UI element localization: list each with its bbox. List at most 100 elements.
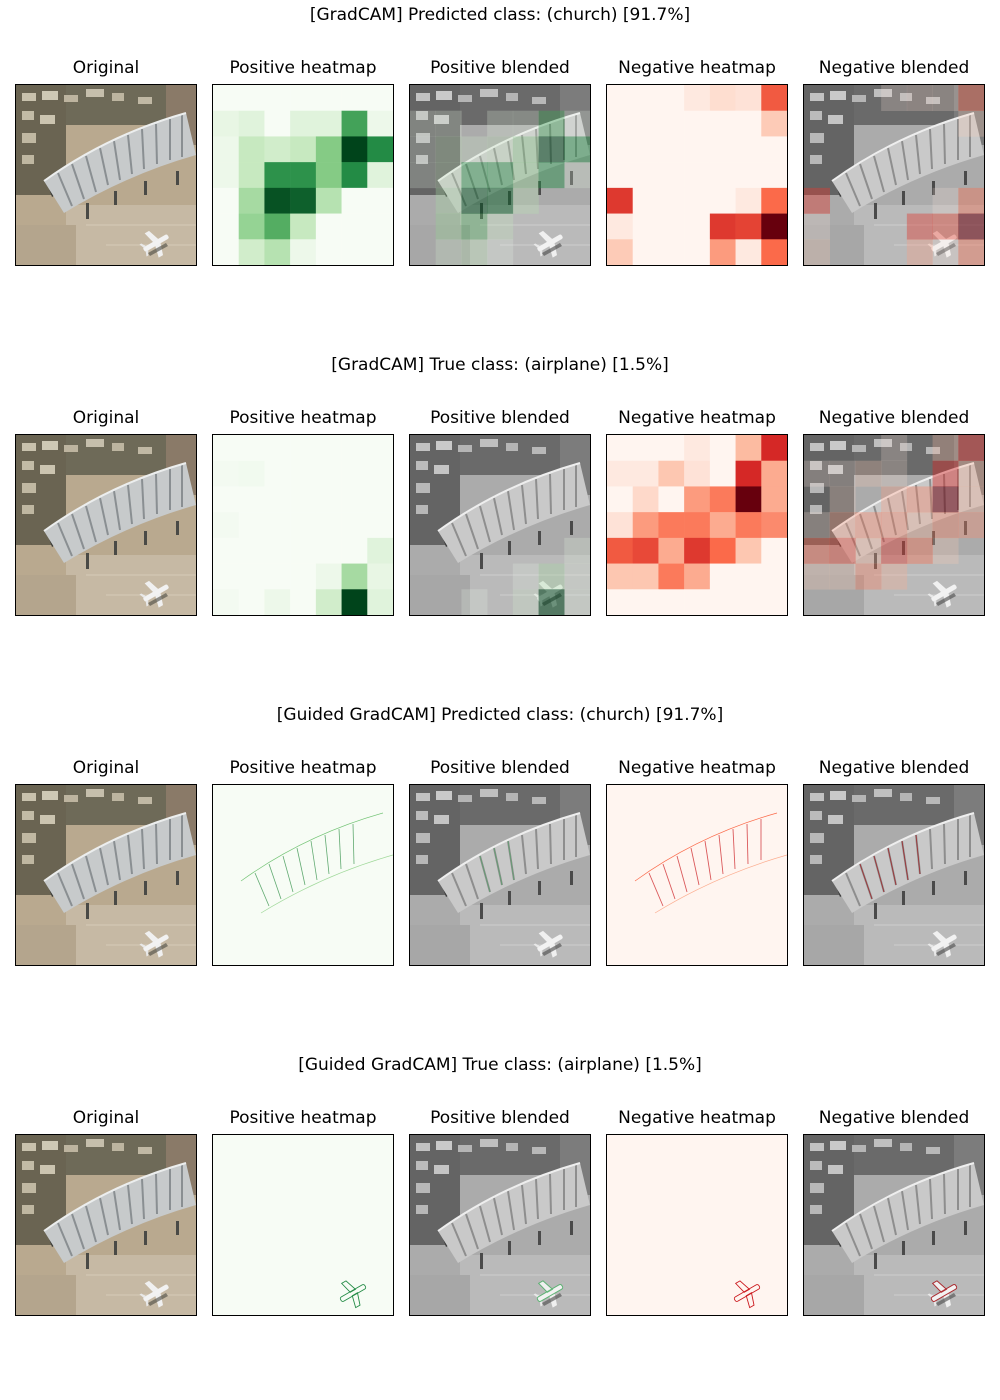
heatmap-cell — [367, 435, 393, 462]
panel-title: Negative heatmap — [618, 408, 776, 428]
heatmap-cell — [632, 213, 659, 240]
heatmap-cell — [709, 187, 736, 214]
heatmap-cell — [512, 136, 539, 163]
heatmap-cell — [213, 537, 240, 564]
heatmap-cell — [512, 110, 539, 137]
heatmap-cell — [238, 563, 265, 590]
heatmap-cell — [367, 110, 393, 137]
heatmap-cell — [290, 512, 317, 539]
heatmap-cell — [315, 162, 342, 189]
heatmap-cell — [684, 435, 711, 462]
heatmap-cell — [315, 460, 342, 487]
heatmap-cell — [932, 85, 959, 112]
heatmap-cell — [829, 486, 856, 513]
heatmap-cell — [461, 589, 488, 615]
heatmap-cell — [735, 110, 762, 137]
panel-positive-blended: Positive blended — [409, 1108, 591, 1316]
heatmap-cell — [487, 187, 514, 214]
heatmap-cell — [435, 187, 462, 214]
heatmap-cell — [804, 563, 831, 590]
heatmap-cell — [881, 563, 908, 590]
heatmap-cell — [761, 239, 787, 265]
heatmap-cell — [804, 460, 831, 487]
heatmap-cell — [709, 85, 736, 112]
heatmap-cell — [607, 239, 634, 265]
heatmap-cell — [658, 537, 685, 564]
heatmap-cell — [632, 460, 659, 487]
heatmap-cell — [932, 187, 959, 214]
heatmap-cell — [564, 136, 590, 163]
heatmap-cell — [684, 537, 711, 564]
heatmap-cell — [684, 213, 711, 240]
heatmap-cell — [238, 213, 265, 240]
figure-row-4: [Guided GradCAM] True class: (airplane) … — [0, 1050, 1000, 1400]
heatmap-cell — [658, 435, 685, 462]
heatmap-cell — [213, 187, 240, 214]
heatmap-cell — [264, 512, 291, 539]
row-title: [Guided GradCAM] Predicted class: (churc… — [276, 705, 724, 725]
heatmap-cell — [290, 239, 317, 265]
heatmap-cell — [804, 239, 831, 265]
heatmap-cell — [410, 162, 437, 189]
heatmap-cell — [958, 110, 984, 137]
negative-heatmap-image — [606, 434, 788, 616]
original-image — [15, 434, 197, 616]
heatmap-cell — [264, 460, 291, 487]
heatmap-cell — [804, 512, 831, 539]
heatmap-cell — [367, 537, 393, 564]
heatmap-cell — [315, 435, 342, 462]
heatmap-cell — [512, 162, 539, 189]
heatmap-cell — [761, 435, 787, 462]
heatmap-cell — [367, 512, 393, 539]
panel-negative-blended: Negative blended — [803, 408, 985, 616]
heatmap-cell — [487, 213, 514, 240]
heatmap-cell — [538, 563, 565, 590]
heatmap-cell — [958, 460, 984, 487]
heatmap-cell — [512, 187, 539, 214]
negative-blended-image — [803, 784, 985, 966]
heatmap-cell — [735, 563, 762, 590]
heatmap-cell — [829, 563, 856, 590]
panel-title: Negative heatmap — [618, 758, 776, 778]
heatmap-cell — [906, 537, 933, 564]
heatmap-cell — [735, 213, 762, 240]
heatmap-cell — [435, 239, 462, 265]
heatmap-cell — [315, 85, 342, 112]
heatmap-cell — [607, 213, 634, 240]
heatmap-cell — [735, 85, 762, 112]
heatmap-cell — [564, 589, 590, 615]
panel-positive-heatmap: Positive heatmap — [212, 58, 394, 266]
heatmap-cell — [709, 589, 736, 615]
heatmap-cell — [684, 136, 711, 163]
heatmap-cell — [461, 162, 488, 189]
heatmap-cell — [341, 537, 368, 564]
heatmap-cell — [632, 85, 659, 112]
heatmap-cell — [264, 563, 291, 590]
heatmap-cell — [684, 589, 711, 615]
heatmap-cell — [735, 435, 762, 462]
heatmap-cell — [238, 85, 265, 112]
heatmap-cell — [213, 589, 240, 615]
heatmap-cell — [238, 512, 265, 539]
heatmap-cell — [829, 460, 856, 487]
heatmap-cell — [290, 460, 317, 487]
heatmap-cell — [341, 85, 368, 112]
heatmap-cell — [684, 563, 711, 590]
heatmap-cell — [341, 435, 368, 462]
positive-blended-image — [409, 784, 591, 966]
heatmap-cell — [932, 537, 959, 564]
panel-negative-blended: Negative blended — [803, 58, 985, 266]
heatmap-cell — [932, 239, 959, 265]
heatmap-cell — [213, 486, 240, 513]
heatmap-cell — [538, 162, 565, 189]
heatmap-cell — [238, 110, 265, 137]
heatmap-cell — [958, 85, 984, 112]
heatmap-cell — [213, 110, 240, 137]
heatmap-cell — [881, 512, 908, 539]
heatmap-cell — [709, 162, 736, 189]
heatmap-cell — [315, 589, 342, 615]
heatmap-cell — [341, 213, 368, 240]
heatmap-cell — [684, 460, 711, 487]
heatmap-cell — [855, 460, 882, 487]
heatmap-cell — [264, 589, 291, 615]
